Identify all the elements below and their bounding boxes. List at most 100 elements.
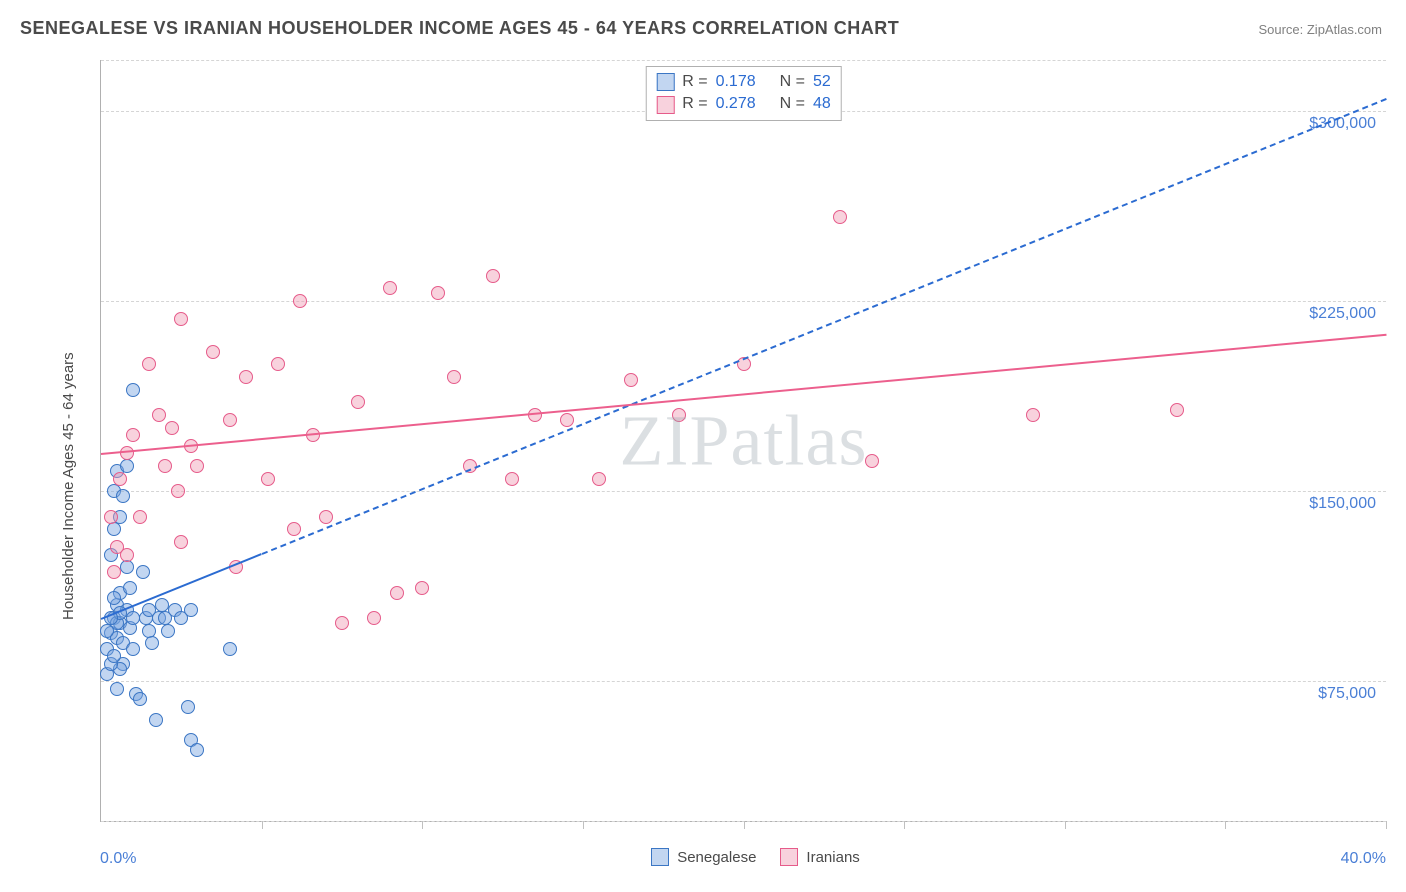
legend-item-iranians: Iranians (780, 848, 859, 866)
data-point (431, 286, 445, 300)
data-point (833, 210, 847, 224)
chart-container: Householder Income Ages 45 - 64 years R … (50, 60, 1386, 872)
data-point (415, 581, 429, 595)
data-point (136, 565, 150, 579)
x-axis-max-label: 40.0% (1341, 850, 1386, 868)
data-point (174, 312, 188, 326)
data-point (107, 649, 121, 663)
data-point (351, 395, 365, 409)
x-tick (583, 821, 584, 829)
x-tick (262, 821, 263, 829)
stats-row-senegalese: R = 0.178 N = 52 (656, 71, 831, 93)
source-prefix: Source: (1258, 22, 1306, 37)
data-point (133, 692, 147, 706)
data-point (158, 459, 172, 473)
data-point (104, 510, 118, 524)
n-label: N = (780, 71, 805, 93)
data-point (184, 603, 198, 617)
data-point (223, 642, 237, 656)
legend-label: Senegalese (677, 849, 756, 866)
data-point (107, 591, 121, 605)
series-legend: Senegalese Iranians (651, 848, 860, 866)
data-point (133, 510, 147, 524)
source-name: ZipAtlas.com (1307, 22, 1382, 37)
data-point (592, 472, 606, 486)
data-point (152, 408, 166, 422)
data-point (672, 408, 686, 422)
data-point (383, 281, 397, 295)
data-point (1170, 403, 1184, 417)
data-point (174, 535, 188, 549)
r-value: 0.278 (716, 93, 756, 115)
plot-area: R = 0.178 N = 52 R = 0.278 N = 48 ZIPatl… (100, 60, 1386, 822)
data-point (110, 682, 124, 696)
data-point (271, 357, 285, 371)
x-tick (744, 821, 745, 829)
r-value: 0.178 (716, 71, 756, 93)
watermark: ZIPatlas (620, 399, 868, 482)
trend-line (261, 98, 1386, 555)
y-tick-label: $75,000 (1318, 685, 1376, 703)
data-point (865, 454, 879, 468)
data-point (116, 489, 130, 503)
data-point (486, 269, 500, 283)
n-value: 48 (813, 93, 831, 115)
x-tick (1065, 821, 1066, 829)
n-label: N = (780, 93, 805, 115)
y-axis-label: Householder Income Ages 45 - 64 years (60, 352, 77, 620)
data-point (120, 548, 134, 562)
data-point (181, 700, 195, 714)
data-point (107, 522, 121, 536)
data-point (120, 459, 134, 473)
data-point (126, 383, 140, 397)
gridline-h (101, 491, 1386, 492)
stats-legend: R = 0.178 N = 52 R = 0.278 N = 48 (645, 66, 842, 121)
legend-item-senegalese: Senegalese (651, 848, 756, 866)
data-point (287, 522, 301, 536)
data-point (239, 370, 253, 384)
y-tick-label: $225,000 (1309, 305, 1376, 323)
data-point (447, 370, 461, 384)
data-point (560, 413, 574, 427)
x-tick (1225, 821, 1226, 829)
data-point (107, 565, 121, 579)
r-label: R = (682, 71, 707, 93)
stats-row-iranians: R = 0.278 N = 48 (656, 93, 831, 115)
data-point (390, 586, 404, 600)
data-point (505, 472, 519, 486)
data-point (624, 373, 638, 387)
data-point (155, 598, 169, 612)
data-point (1026, 408, 1040, 422)
data-point (126, 428, 140, 442)
r-label: R = (682, 93, 707, 115)
data-point (126, 642, 140, 656)
source-attribution: Source: ZipAtlas.com (1258, 22, 1382, 37)
data-point (161, 624, 175, 638)
gridline-h (101, 681, 1386, 682)
data-point (165, 421, 179, 435)
data-point (293, 294, 307, 308)
swatch-senegalese-icon (656, 73, 674, 91)
chart-title: SENEGALESE VS IRANIAN HOUSEHOLDER INCOME… (20, 18, 899, 39)
x-axis-min-label: 0.0% (100, 850, 136, 868)
data-point (120, 560, 134, 574)
data-point (113, 472, 127, 486)
data-point (190, 459, 204, 473)
trend-line (101, 334, 1386, 455)
data-point (335, 616, 349, 630)
data-point (223, 413, 237, 427)
x-tick (422, 821, 423, 829)
data-point (171, 484, 185, 498)
data-point (149, 713, 163, 727)
data-point (261, 472, 275, 486)
n-value: 52 (813, 71, 831, 93)
swatch-senegalese-icon (651, 848, 669, 866)
gridline-h (101, 60, 1386, 61)
legend-label: Iranians (806, 849, 859, 866)
data-point (123, 581, 137, 595)
data-point (319, 510, 333, 524)
data-point (120, 446, 134, 460)
data-point (190, 743, 204, 757)
y-tick-label: $150,000 (1309, 495, 1376, 513)
data-point (142, 357, 156, 371)
